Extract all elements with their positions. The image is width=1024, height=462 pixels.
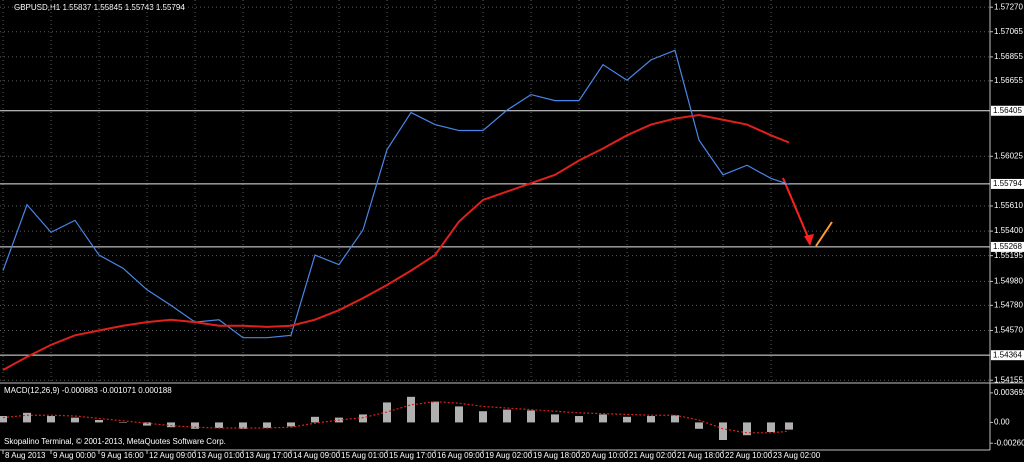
- y-tick-label: 1.54570: [994, 326, 1023, 335]
- x-tick-label: 14 Aug 09:00: [293, 451, 341, 460]
- y-tick-label: 1.54155: [994, 375, 1023, 384]
- x-tick-label: 15 Aug 17:00: [389, 451, 437, 460]
- arrow-down: [782, 177, 811, 243]
- y-tick-label: 0.003693: [994, 388, 1024, 397]
- x-tick-label: 15 Aug 01:00: [341, 451, 389, 460]
- histogram-bar: [479, 411, 487, 423]
- y-tick-label: 1.56855: [994, 52, 1023, 61]
- histogram-bar: [47, 416, 55, 423]
- x-tick-label: 9 Aug 16:00: [101, 451, 144, 460]
- y-tick-label: 1.54980: [994, 277, 1023, 286]
- x-tick-label: 19 Aug 18:00: [533, 451, 581, 460]
- x-tick-label: 12 Aug 09:00: [149, 451, 197, 460]
- histogram-bar: [407, 396, 415, 423]
- y-tick-label: 1.56655: [994, 76, 1023, 85]
- level-label: 1.54364: [993, 350, 1022, 359]
- chart-header: GBPUSD,H1 1.55837 1.55845 1.55743 1.5579…: [14, 3, 185, 12]
- histogram-bar: [0, 416, 7, 423]
- x-tick-label: 13 Aug 17:00: [245, 451, 293, 460]
- histogram-bar: [119, 422, 127, 423]
- level-label-box: [991, 241, 1024, 252]
- series-line: [2, 49, 790, 339]
- x-tick-label: 8 Aug 2013: [5, 451, 46, 460]
- x-tick-label: 21 Aug 02:00: [629, 451, 677, 460]
- level-label-box: [991, 105, 1024, 116]
- x-tick-label: 23 Aug 02:00: [773, 451, 821, 460]
- x-tick-label: 19 Aug 02:00: [485, 451, 533, 460]
- histogram-bar: [143, 422, 151, 426]
- histogram-bar: [719, 422, 727, 441]
- y-tick-label: 1.55400: [994, 226, 1023, 235]
- histogram-bar: [695, 422, 703, 429]
- series-line: [2, 401, 790, 434]
- histogram-bar: [191, 422, 199, 429]
- histogram-bar: [623, 416, 631, 423]
- histogram-bar: [71, 417, 79, 423]
- x-tick-label: 21 Aug 18:00: [677, 451, 725, 460]
- histogram-bar: [785, 422, 793, 430]
- x-tick-label: 9 Aug 00:00: [53, 451, 96, 460]
- histogram-bar: [527, 410, 535, 423]
- level-label-box: [991, 350, 1024, 361]
- macd-title: MACD(12,26,9) -0.000883 -0.001071 0.0001…: [4, 386, 172, 395]
- histogram-bar: [239, 422, 247, 429]
- histogram-bar: [95, 420, 103, 423]
- x-tick-label: 20 Aug 10:00: [581, 451, 629, 460]
- y-tick-label: 1.55195: [994, 251, 1023, 260]
- histogram-bar: [263, 422, 271, 429]
- y-tick-label: 1.54780: [994, 300, 1023, 309]
- y-tick-label: 0.00: [994, 418, 1010, 427]
- y-tick-label: 1.56025: [994, 151, 1023, 160]
- histogram-bar: [167, 422, 175, 428]
- y-tick-label: 1.57270: [994, 2, 1023, 11]
- histogram-bar: [647, 416, 655, 423]
- histogram-bar: [311, 416, 319, 423]
- x-tick-label: 13 Aug 01:00: [197, 451, 245, 460]
- series-line: [2, 113, 790, 371]
- level-label: 1.55794: [993, 179, 1022, 188]
- histogram-bar: [743, 422, 751, 436]
- arrow-head: [804, 234, 814, 246]
- histogram-bar: [599, 414, 607, 423]
- x-tick-label: 22 Aug 10:00: [725, 451, 773, 460]
- histogram-bar: [287, 422, 295, 427]
- y-tick-label: -0.002601: [994, 438, 1024, 447]
- x-tick-label: 16 Aug 09:00: [437, 451, 485, 460]
- histogram-bar: [575, 416, 583, 423]
- histogram-bar: [215, 422, 223, 429]
- arrow-up: [815, 221, 833, 247]
- histogram-bar: [431, 401, 439, 423]
- footer: Skopalino Terminal, © 2001-2013, MetaQuo…: [4, 437, 226, 446]
- histogram-bar: [503, 409, 511, 423]
- level-label-box: [991, 178, 1024, 189]
- histogram-bar: [23, 412, 31, 423]
- level-label: 1.55268: [993, 242, 1022, 251]
- y-tick-label: 1.57065: [994, 27, 1023, 36]
- histogram-bar: [359, 414, 367, 423]
- histogram-bar: [767, 422, 775, 433]
- histogram-bar: [551, 414, 559, 423]
- y-tick-label: 1.55610: [994, 201, 1023, 210]
- level-label: 1.56405: [993, 106, 1022, 115]
- histogram-bar: [671, 415, 679, 423]
- histogram-bar: [455, 406, 463, 423]
